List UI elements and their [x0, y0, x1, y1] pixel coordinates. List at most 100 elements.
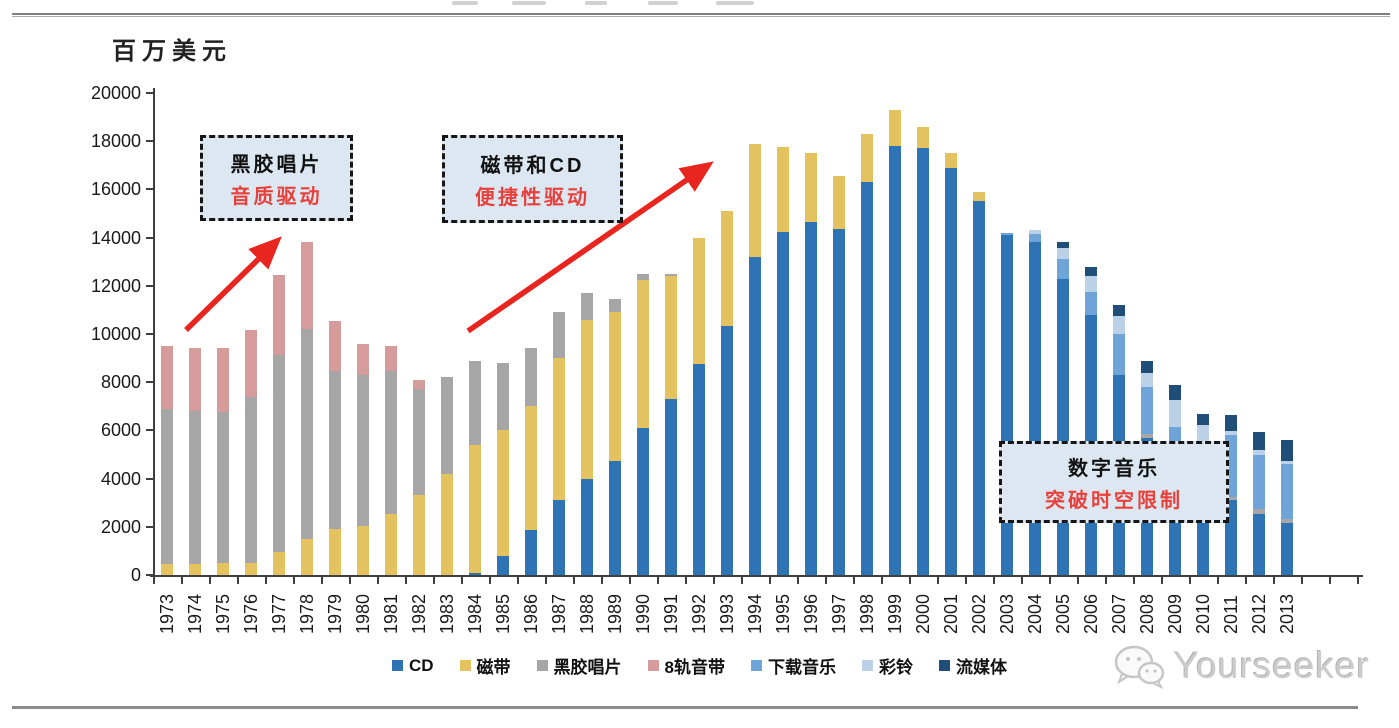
bar-1980-segment-eight-track	[357, 343, 369, 375]
bar-1985	[497, 362, 509, 575]
bar-1989-segment-cd	[609, 460, 621, 575]
x-axis-label-1999: 1999	[885, 593, 905, 634]
bar-1994	[749, 143, 761, 575]
legend-item-eight-track: 8轨音带	[647, 653, 725, 678]
x-axis-tick	[713, 576, 715, 584]
bar-2005-segment-cd	[1057, 278, 1069, 575]
bar-1999-segment-cassette	[889, 109, 901, 147]
y-axis-tick	[146, 381, 155, 384]
legend-swatch-cassette	[459, 660, 471, 671]
y-axis-tick	[146, 188, 155, 191]
bar-1986-segment-vinyl	[525, 348, 537, 407]
x-axis-tick	[181, 576, 183, 584]
bar-2010-segment-streaming	[1197, 413, 1209, 426]
bar-2011-segment-ringtone	[1225, 430, 1237, 436]
bar-2000-segment-cassette	[917, 126, 929, 149]
bar-2002	[973, 191, 985, 575]
bar-1976	[245, 330, 257, 575]
bar-1993-segment-cd	[721, 325, 733, 575]
bar-2000-segment-cd	[917, 148, 929, 575]
x-axis-label-1989: 1989	[605, 593, 625, 634]
bar-1996-segment-cassette	[805, 153, 817, 222]
bar-2006-segment-ringtone	[1085, 276, 1097, 292]
legend-swatch-streaming	[939, 660, 951, 671]
bar-2009-segment-streaming	[1169, 384, 1181, 401]
x-axis-tick	[1189, 576, 1191, 584]
y-axis-tick-label: 18000	[90, 131, 141, 152]
bar-2002-segment-cassette	[973, 191, 985, 202]
x-axis-tick	[601, 576, 603, 584]
x-axis-label-1984: 1984	[465, 593, 485, 634]
x-axis-label-1996: 1996	[801, 593, 821, 634]
bar-2001-segment-cassette	[945, 153, 957, 168]
x-axis-label-1990: 1990	[633, 593, 653, 634]
cropped-text-remnant	[452, 1, 478, 5]
bar-1990	[637, 273, 649, 575]
annotation-digital-box: 数字音乐 突破时空限制	[999, 441, 1229, 523]
x-axis-label-1993: 1993	[717, 593, 737, 634]
bar-2001	[945, 153, 957, 575]
annotation-digital-title: 数字音乐	[1068, 457, 1160, 480]
x-axis-tick	[293, 576, 295, 584]
x-axis-tick	[769, 576, 771, 584]
watermark: Yourseeker	[1112, 641, 1382, 691]
bar-2003-segment-cd	[1001, 235, 1013, 575]
bar-1973-segment-vinyl	[161, 408, 173, 565]
y-axis-tick-label: 20000	[90, 83, 141, 103]
y-axis-unit-label: 百万美元	[112, 39, 232, 65]
bar-1994-segment-cassette	[749, 143, 761, 257]
x-axis-label-1994: 1994	[745, 593, 765, 634]
x-axis-tick	[1301, 576, 1303, 584]
legend-label-download: 下载音乐	[768, 658, 837, 677]
bar-1979-segment-eight-track	[329, 320, 341, 372]
x-axis-label-2009: 2009	[1165, 593, 1185, 634]
bar-1975-segment-vinyl	[217, 411, 229, 564]
bar-2005	[1057, 242, 1069, 575]
bar-2011-segment-vinyl	[1225, 496, 1237, 501]
bar-1978-segment-cassette	[301, 538, 313, 575]
x-axis-label-1974: 1974	[185, 593, 205, 634]
bar-2013-segment-vinyl	[1281, 518, 1293, 524]
bar-2002-segment-cd	[973, 201, 985, 575]
y-axis-tick	[146, 574, 155, 576]
y-axis-tick-label: 8000	[100, 372, 141, 393]
x-axis-label-1982: 1982	[409, 593, 429, 634]
y-axis-tick	[146, 92, 155, 94]
x-axis-tick	[405, 576, 407, 584]
bar-1977-segment-vinyl	[273, 354, 285, 553]
bar-1986-segment-cd	[525, 530, 537, 575]
y-axis-tick	[146, 429, 155, 432]
top-divider-line	[12, 13, 1390, 15]
y-axis-line	[153, 88, 155, 577]
bar-1977-segment-cassette	[273, 552, 285, 575]
legend-label-ringtone: 彩铃	[879, 658, 914, 677]
bar-1973	[161, 346, 173, 575]
x-axis-label-1985: 1985	[493, 593, 513, 634]
bar-1997	[833, 176, 845, 575]
bar-1993-segment-cassette	[721, 211, 733, 326]
x-axis-tick	[1105, 576, 1107, 584]
bar-2008-segment-streaming	[1141, 360, 1153, 373]
x-axis-tick	[209, 576, 211, 584]
bar-1975	[217, 348, 229, 575]
x-axis-label-2004: 2004	[1025, 593, 1045, 634]
x-axis-tick	[629, 576, 631, 584]
bar-1986-segment-cassette	[525, 406, 537, 531]
bar-1993	[721, 211, 733, 575]
bar-2003	[1001, 232, 1013, 575]
bar-2010-segment-ringtone	[1197, 425, 1209, 445]
bar-1998	[861, 133, 873, 575]
x-axis-label-2001: 2001	[941, 593, 961, 634]
legend-label-cassette: 磁带	[476, 658, 511, 677]
x-axis-label-1987: 1987	[549, 593, 569, 634]
bar-1974-segment-cassette	[189, 564, 201, 575]
bar-1977	[273, 274, 285, 575]
x-axis-label-2012: 2012	[1249, 593, 1269, 634]
bar-1982-segment-cassette	[413, 495, 425, 575]
x-axis-label-1997: 1997	[829, 593, 849, 634]
bar-1987-segment-cd	[553, 500, 565, 575]
legend-item-download: 下载音乐	[751, 653, 836, 678]
x-axis-tick	[825, 576, 827, 584]
bar-1992	[693, 237, 705, 575]
annotation-cassette-cd-subtitle: 便捷性驱动	[475, 186, 590, 209]
